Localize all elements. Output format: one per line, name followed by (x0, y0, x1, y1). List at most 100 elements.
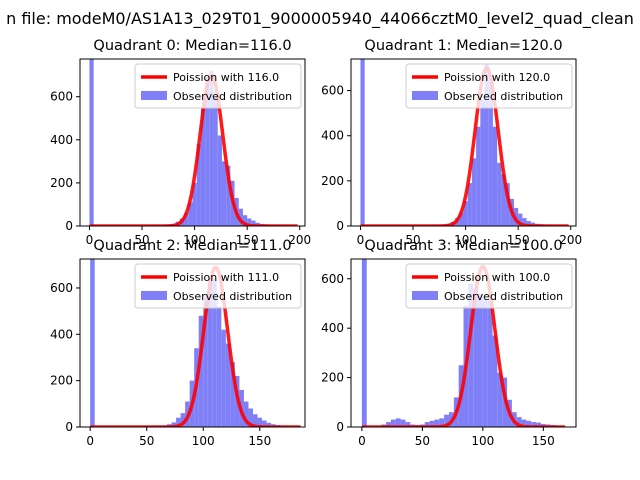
legend-label-fit: Poission with 111.0 (173, 271, 279, 284)
legend-label-fit: Poission with 120.0 (444, 71, 550, 84)
y-tick-label: 600 (50, 281, 73, 295)
histogram-bar (243, 401, 249, 427)
histogram-bar (405, 422, 411, 427)
legend-patch-swatch (141, 291, 167, 300)
histogram-bar (90, 259, 95, 427)
x-tick-label: 50 (139, 434, 154, 448)
y-tick-label: 200 (321, 371, 344, 385)
histogram-bar (478, 293, 483, 427)
figure-suptitle: n file: modeM0/AS1A13_029T01_9000005940_… (6, 9, 634, 29)
x-tick-label: 100 (454, 233, 477, 247)
histogram-bar (242, 215, 248, 226)
histogram-bar (468, 283, 474, 427)
histogram-bar (184, 213, 189, 226)
x-tick-label: 0 (357, 233, 365, 247)
histogram-bar (476, 126, 481, 226)
histogram-bar (482, 298, 488, 427)
legend-label-hist: Observed distribution (173, 290, 292, 303)
x-tick-label: 100 (471, 434, 494, 448)
x-tick-label: 50 (134, 233, 149, 247)
legend-label-fit: Poission with 116.0 (173, 71, 279, 84)
histogram-bar (429, 420, 435, 427)
histogram-bar (497, 162, 502, 226)
histogram-bar (463, 201, 468, 226)
histogram-bar (257, 417, 263, 427)
legend-patch-swatch (412, 291, 438, 300)
histogram-bar (467, 183, 472, 226)
histogram-bar (484, 63, 489, 226)
x-tick-label: 150 (236, 233, 259, 247)
y-tick-label: 600 (50, 90, 73, 104)
histogram-bar (471, 158, 477, 226)
x-tick-label: 200 (288, 233, 311, 247)
histogram-bar (497, 372, 503, 427)
poisson-fit-line (88, 73, 299, 226)
histogram-bar (221, 329, 226, 427)
x-tick-label: 0 (358, 434, 366, 448)
y-tick-label: 400 (321, 321, 344, 335)
x-tick-label: 150 (507, 233, 530, 247)
y-tick-label: 200 (50, 374, 73, 388)
legend-label-hist: Observed distribution (444, 290, 563, 303)
histogram-bar (217, 135, 222, 226)
legend: Poission with 116.0 Observed distribution (134, 63, 302, 109)
y-tick-label: 0 (65, 219, 73, 233)
legend: Poission with 111.0 Observed distribution (134, 263, 302, 309)
x-tick-label: 150 (248, 434, 271, 448)
histogram-bar (526, 420, 532, 427)
histogram-bar (360, 59, 365, 226)
histogram-bar (522, 218, 527, 226)
histogram-bar (176, 417, 181, 427)
histogram-bar (516, 417, 522, 427)
histogram-bar (225, 343, 231, 427)
legend-box (134, 263, 302, 309)
x-tick-label: 100 (183, 233, 206, 247)
plot-area (361, 259, 566, 427)
histogram-bar (196, 144, 201, 226)
histogram-bar (444, 414, 449, 427)
legend-label-hist: Observed distribution (173, 90, 292, 103)
y-tick-label: 400 (50, 133, 73, 147)
legend-patch-swatch (141, 91, 167, 100)
y-tick-label: 600 (321, 272, 344, 286)
histogram-bar (492, 126, 498, 226)
y-tick-label: 200 (321, 174, 344, 188)
legend-label-fit: Poission with 100.0 (444, 271, 550, 284)
histogram-bar (248, 408, 253, 427)
histogram-bar (252, 414, 258, 427)
histogram-bar (192, 182, 197, 226)
histogram-bar (226, 165, 231, 226)
y-tick-label: 600 (321, 84, 344, 98)
histogram-bar (266, 422, 272, 427)
histogram-bar (203, 294, 208, 427)
panel-title: Quadrant 3: Median=100.0 (364, 238, 562, 254)
histogram-bar (424, 422, 430, 427)
histogram-bar (526, 221, 531, 226)
histogram-bar (434, 419, 440, 427)
legend-label-hist: Observed distribution (444, 90, 563, 103)
x-tick-label: 100 (192, 434, 215, 448)
histogram-bar (501, 174, 506, 226)
histogram-bar (487, 301, 493, 427)
histogram-bar (473, 288, 479, 427)
histogram-bar (188, 202, 193, 226)
y-tick-label: 200 (50, 176, 73, 190)
histogram-bar (230, 362, 235, 427)
quadrant-panel-1: 0 50 100 150 200 0 200 400 600 Quadrant 1: Median… (321, 38, 582, 247)
histogram-bar (262, 420, 267, 427)
histogram-bar (198, 315, 204, 427)
quadrant-panel-3: 0 50 100 150 0 200 400 600 Quadrant 3: Median=10… (321, 238, 577, 448)
panel-title: Quadrant 1: Median=120.0 (364, 38, 562, 54)
legend-patch-swatch (412, 91, 438, 100)
histogram-bar (531, 422, 537, 427)
x-tick-label: 0 (86, 434, 94, 448)
histogram-bar (180, 413, 186, 427)
histogram-bar (492, 335, 498, 427)
axes-frame (350, 258, 577, 428)
legend: Poission with 120.0 Observed distribution (405, 63, 573, 109)
histogram-bar (480, 99, 485, 226)
histogram-bar (212, 278, 217, 427)
histogram-bar (205, 77, 210, 226)
quadrant-panel-2: 0 50 100 150 0 200 400 600 Quadrant 2: Median=11… (50, 238, 306, 448)
